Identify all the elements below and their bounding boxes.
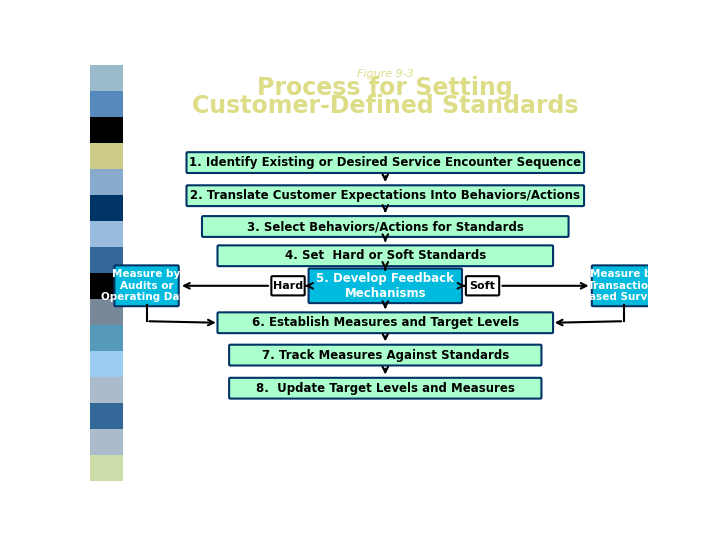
Bar [90, 273, 122, 299]
Bar [90, 429, 122, 455]
Text: 2. Translate Customer Expectations Into Behaviors/Actions: 2. Translate Customer Expectations Into … [190, 189, 580, 202]
FancyBboxPatch shape [217, 312, 553, 333]
FancyBboxPatch shape [229, 345, 541, 366]
Bar [90, 299, 122, 325]
Bar [90, 117, 122, 143]
Bar [90, 65, 122, 91]
Bar [90, 168, 122, 195]
Bar [90, 325, 122, 350]
Text: Hard: Hard [273, 281, 303, 291]
FancyBboxPatch shape [186, 185, 584, 206]
Bar [90, 377, 122, 403]
Text: Measure by
Audits or
Operating Data: Measure by Audits or Operating Data [102, 269, 192, 302]
Bar [90, 221, 122, 247]
Bar [90, 195, 122, 221]
Text: 4. Set  Hard or Soft Standards: 4. Set Hard or Soft Standards [284, 249, 486, 262]
FancyBboxPatch shape [271, 276, 305, 295]
FancyBboxPatch shape [186, 152, 584, 173]
FancyBboxPatch shape [309, 268, 462, 303]
Text: 7. Track Measures Against Standards: 7. Track Measures Against Standards [261, 349, 509, 362]
Text: 5. Develop Feedback
Mechanisms: 5. Develop Feedback Mechanisms [316, 272, 454, 300]
Text: Customer-Defined Standards: Customer-Defined Standards [192, 94, 579, 118]
Text: Measure by
Transaction-
Based Surveys: Measure by Transaction- Based Surveys [581, 269, 667, 302]
FancyBboxPatch shape [466, 276, 499, 295]
Text: Soft: Soft [469, 281, 495, 291]
Bar [90, 403, 122, 429]
Text: Process for Setting: Process for Setting [258, 76, 513, 100]
Bar [90, 91, 122, 117]
FancyBboxPatch shape [229, 378, 541, 399]
Bar [90, 455, 122, 481]
Text: Figure 9-3: Figure 9-3 [357, 69, 414, 79]
FancyBboxPatch shape [592, 265, 656, 306]
Text: 3. Select Behaviors/Actions for Standards: 3. Select Behaviors/Actions for Standard… [247, 220, 523, 233]
Bar [90, 247, 122, 273]
Text: 8.  Update Target Levels and Measures: 8. Update Target Levels and Measures [256, 382, 515, 395]
Text: 6. Establish Measures and Target Levels: 6. Establish Measures and Target Levels [252, 316, 519, 329]
Text: 1. Identify Existing or Desired Service Encounter Sequence: 1. Identify Existing or Desired Service … [189, 156, 581, 169]
FancyBboxPatch shape [114, 265, 179, 306]
Bar [90, 143, 122, 168]
FancyBboxPatch shape [217, 245, 553, 266]
Bar [90, 350, 122, 377]
FancyBboxPatch shape [202, 216, 569, 237]
